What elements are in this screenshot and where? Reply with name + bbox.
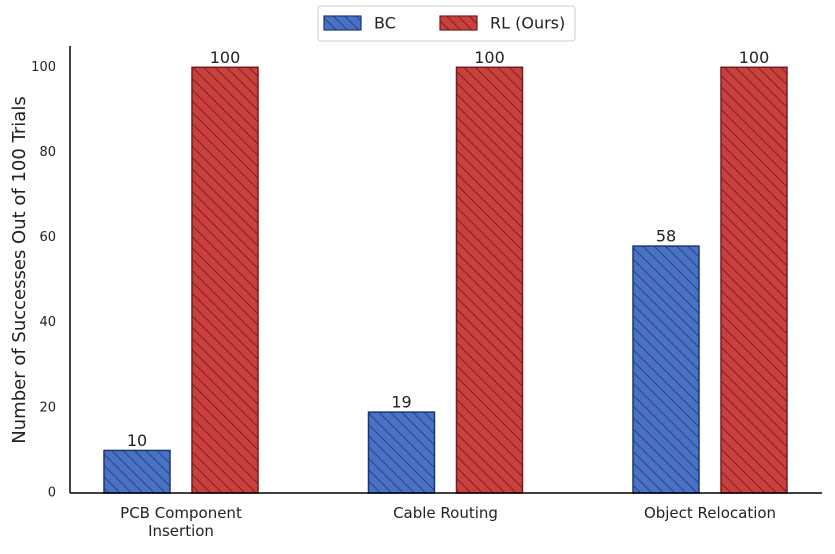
value-label: 10 bbox=[127, 431, 147, 450]
y-axis-label: Number of Successes Out of 100 Trials bbox=[9, 96, 30, 443]
value-label: 58 bbox=[656, 227, 676, 246]
y-tick-label: 40 bbox=[39, 315, 56, 330]
legend-label: RL (Ours) bbox=[490, 14, 565, 33]
legend-swatch bbox=[439, 15, 478, 31]
value-label: 19 bbox=[391, 393, 411, 412]
y-tick-label: 100 bbox=[31, 60, 56, 75]
y-tick-label: 80 bbox=[39, 145, 56, 160]
legend-label: BC bbox=[374, 14, 396, 33]
x-tick-label: Cable Routing bbox=[393, 504, 498, 522]
value-label: 100 bbox=[210, 48, 241, 67]
value-label: 100 bbox=[474, 48, 505, 67]
value-label: 100 bbox=[739, 48, 770, 67]
bar bbox=[720, 66, 788, 494]
y-tick-label: 60 bbox=[39, 230, 56, 245]
bar bbox=[367, 411, 436, 494]
bar bbox=[455, 66, 524, 494]
y-tick-label: 0 bbox=[48, 486, 56, 501]
bar bbox=[103, 449, 171, 494]
y-tick-label: 20 bbox=[39, 400, 56, 415]
bar bbox=[632, 245, 700, 494]
x-tick-label: PCB Component Insertion bbox=[120, 504, 242, 540]
bar bbox=[191, 66, 259, 494]
legend-swatch bbox=[323, 15, 362, 31]
x-tick-label: Object Relocation bbox=[643, 504, 777, 522]
